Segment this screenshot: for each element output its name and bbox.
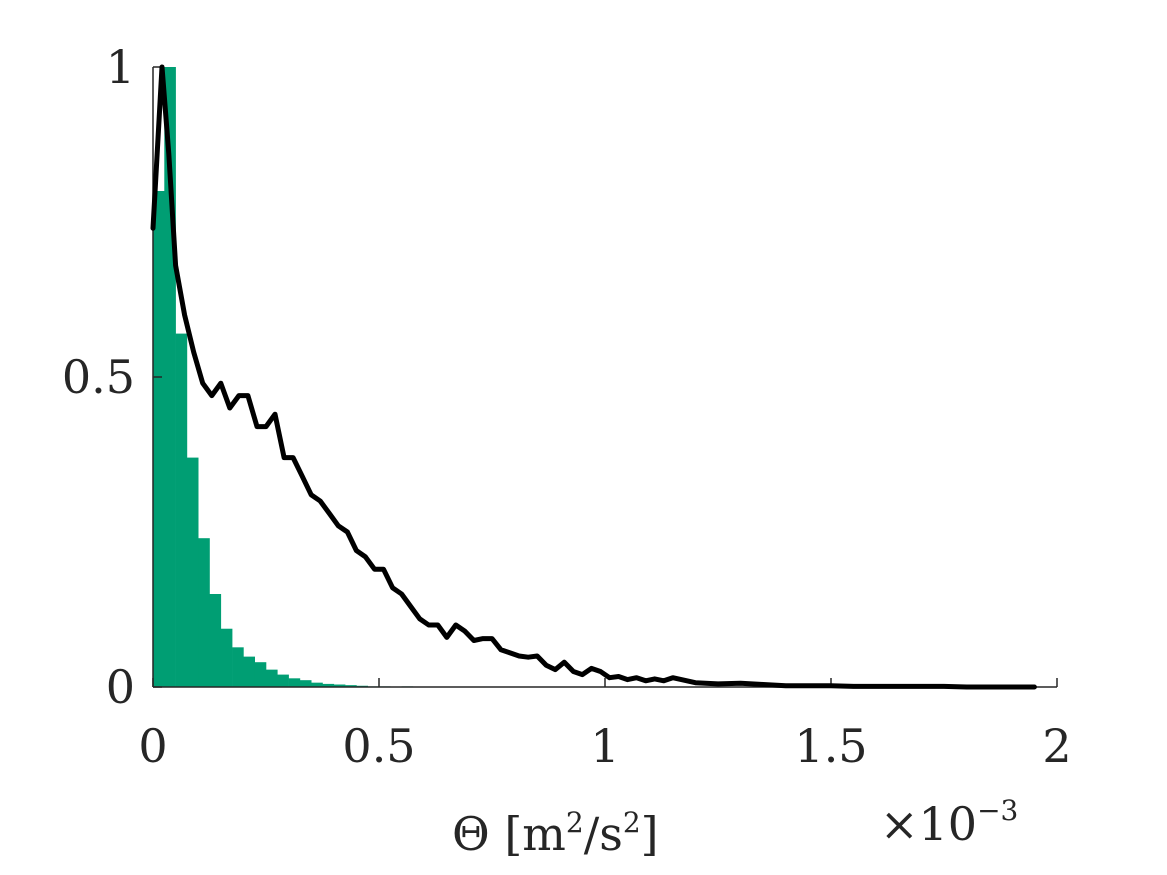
x-tick-label: 1.5 xyxy=(794,719,867,773)
histogram-bar xyxy=(209,594,222,687)
histogram-bar xyxy=(311,682,323,687)
x-tick-label: 1 xyxy=(590,719,619,773)
histogram-bar xyxy=(164,67,176,687)
histogram-bar xyxy=(232,647,244,687)
histogram-bar xyxy=(345,685,357,687)
histogram-bar xyxy=(254,662,267,687)
y-tick-label: 0.5 xyxy=(62,350,135,404)
x-tick-label: 0.5 xyxy=(342,719,415,773)
x-tick-label: 0 xyxy=(138,719,167,773)
y-tick-label: 0 xyxy=(106,660,135,714)
y-tick-label: 1 xyxy=(106,40,135,94)
histogram-bar xyxy=(198,538,210,687)
density-line xyxy=(150,64,1037,690)
x-ticks: 0 0.5 1 1.5 2 xyxy=(138,678,1072,773)
histogram-bar xyxy=(333,684,346,687)
x-axis-label: Θ [m2/s2] xyxy=(452,806,659,861)
x-tick-label: 2 xyxy=(1042,719,1071,773)
x-exponent-label: ×10−3 xyxy=(880,794,1018,851)
histogram-bar xyxy=(322,683,335,687)
histogram-bar xyxy=(243,656,255,687)
histogram-bar xyxy=(299,680,312,687)
y-ticks: 00.51 xyxy=(62,40,162,714)
histogram-bars xyxy=(153,67,414,687)
histogram-bar xyxy=(266,669,278,687)
histogram-bar xyxy=(277,674,289,687)
histogram-bar xyxy=(288,678,301,687)
histogram-bar xyxy=(220,628,233,687)
axes xyxy=(152,67,1057,688)
histogram-bar xyxy=(186,457,199,687)
histogram-bar xyxy=(175,333,188,687)
histogram-bar xyxy=(153,191,165,687)
